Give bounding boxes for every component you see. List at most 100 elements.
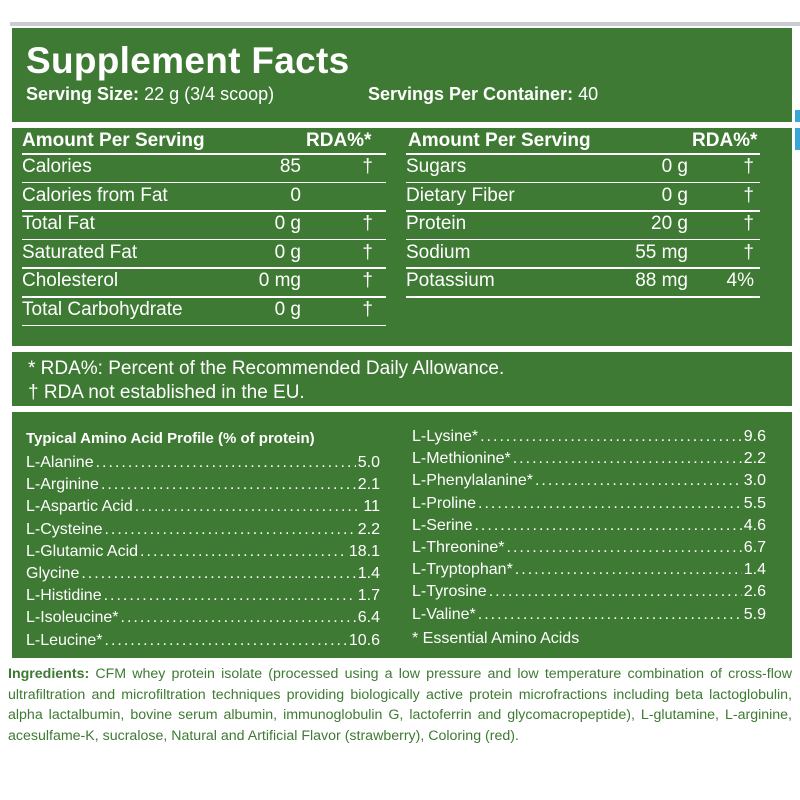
row-divider	[406, 238, 760, 241]
amino-acid-name: L-Phenylalanine*	[412, 472, 533, 490]
nutrient-name: Calories	[22, 156, 92, 177]
amino-acid-row: L-Phenylalanine*........................…	[412, 472, 766, 490]
amino-heading: Typical Amino Acid Profile (% of protein…	[26, 430, 315, 447]
amino-acid-name: L-Valine*	[412, 605, 476, 623]
leader-dots: ........................................…	[103, 587, 356, 605]
amino-acid-value: 1.4	[357, 565, 380, 582]
leader-dots: ........................................…	[506, 539, 742, 556]
amino-acid-value: 2.2	[357, 520, 380, 538]
nutrient-name: Protein	[406, 213, 467, 235]
row-divider	[22, 153, 386, 155]
amino-acid-row: L-Aspartic Acid.........................…	[26, 498, 380, 516]
nutrient-rda: †	[743, 241, 754, 263]
leader-dots: ........................................…	[477, 605, 742, 623]
leader-dots: ........................................…	[81, 565, 356, 582]
ingredients-label: Ingredients:	[8, 666, 90, 682]
amino-acid-name: L-Aspartic Acid	[26, 498, 133, 516]
serving-size-value: 22 g (3/4 scoop)	[144, 84, 275, 104]
serving-size-label: Serving Size:	[26, 84, 140, 104]
row-divider	[22, 296, 386, 298]
leader-dots: ........................................…	[95, 454, 356, 471]
amino-acid-name: L-Arginine	[26, 476, 99, 494]
nutrient-name: Cholesterol	[22, 270, 119, 292]
amino-acid-value: 2.6	[743, 583, 766, 601]
amino-acid-row: L-Threonine*............................…	[412, 539, 766, 557]
amino-acid-name: L-Isoleucine*	[26, 609, 119, 627]
amino-acid-name: L-Serine	[412, 516, 473, 534]
amino-acid-row: L-Tryptophan*...........................…	[412, 561, 766, 579]
nutrient-amount: 85	[279, 156, 301, 177]
amino-acid-row: L-Methionine*...........................…	[412, 450, 766, 468]
amino-acid-row: L-Alanine...............................…	[26, 454, 380, 472]
row-divider	[406, 267, 760, 269]
amino-acid-value: 18.1	[348, 542, 380, 560]
leader-dots: ........................................…	[474, 516, 741, 534]
leader-dots: ........................................…	[534, 472, 742, 490]
amino-acid-name: L-Histidine	[26, 587, 102, 605]
amino-acid-value: 1.4	[743, 561, 766, 579]
serving-size: Serving Size: 22 g (3/4 scoop)	[26, 84, 274, 105]
nutrient-name: Saturated Fat	[22, 241, 138, 263]
row-divider	[22, 324, 386, 327]
amino-divider	[0, 406, 800, 412]
left-header-amount: Amount Per Serving	[22, 130, 205, 151]
amino-acid-value: 6.7	[743, 539, 766, 556]
frame-line	[10, 22, 800, 26]
nutrient-amount: 0	[290, 184, 301, 206]
amino-acid-row: L-Glutamic Acid.........................…	[26, 543, 380, 561]
nutrient-rda: †	[362, 156, 373, 177]
servings-per-container-label: Servings Per Container:	[368, 84, 574, 104]
amino-acid-value: 10.6	[348, 631, 380, 649]
nutrient-rda: †	[743, 156, 754, 177]
nutrient-amount: 20 g	[651, 213, 688, 235]
amino-acid-row: L-Arginine..............................…	[26, 476, 380, 494]
nutrient-name: Dietary Fiber	[406, 184, 515, 206]
panel-title: Supplement Facts	[26, 40, 350, 81]
amino-acid-name: L-Cysteine	[26, 520, 103, 538]
leader-dots: ........................................…	[140, 542, 347, 560]
amino-acid-name: L-Lysine*	[412, 428, 479, 445]
amino-acid-value: 9.6	[743, 428, 766, 445]
rda-not-established-note: † RDA not established in the EU.	[28, 382, 305, 403]
nutrient-amount: 0 g	[274, 213, 301, 235]
leader-dots: ........................................…	[488, 583, 742, 601]
amino-acid-name: L-Threonine*	[412, 539, 505, 556]
amino-acid-name: Glycine	[26, 565, 80, 582]
amino-acid-name: L-Leucine*	[26, 631, 103, 649]
amino-acid-row: L-Leucine*..............................…	[26, 632, 380, 650]
amino-acid-value: 11	[363, 498, 380, 516]
amino-acid-row: L-Valine*...............................…	[412, 606, 766, 624]
amino-acid-row: Glycine.................................…	[26, 565, 380, 583]
notes-divider	[0, 346, 800, 352]
leader-dots: ........................................…	[478, 494, 742, 512]
row-divider	[406, 296, 760, 298]
amino-acid-value: 4.6	[743, 516, 766, 534]
row-divider	[22, 181, 386, 184]
amino-acid-name: L-Alanine	[26, 454, 94, 471]
amino-acid-name: L-Proline	[412, 494, 477, 512]
row-divider	[406, 181, 760, 184]
amino-acid-row: L-Lysine*...............................…	[412, 428, 766, 446]
nutrient-name: Calories from Fat	[22, 184, 168, 206]
nutrient-name: Potassium	[406, 270, 495, 292]
nutrient-amount: 88 mg	[635, 270, 688, 292]
servings-per-container-value: 40	[578, 84, 599, 104]
amino-acid-profile: Typical Amino Acid Profile (% of protein…	[12, 420, 792, 658]
nutrient-name: Sodium	[406, 241, 471, 263]
header-divider	[0, 122, 800, 128]
nutrient-amount: 0 g	[661, 184, 688, 206]
amino-acid-name: L-Glutamic Acid	[26, 542, 139, 560]
row-divider	[406, 210, 760, 212]
leader-dots: ........................................…	[120, 609, 356, 627]
right-header-amount: Amount Per Serving	[408, 130, 591, 151]
nutrient-rda: †	[362, 213, 373, 235]
nutrient-name: Total Carbohydrate	[22, 299, 183, 320]
nutrient-rda: †	[362, 270, 373, 292]
left-header-rda: RDA%*	[306, 130, 372, 151]
blue-accent-strip	[795, 110, 800, 150]
row-divider	[406, 153, 760, 155]
amino-acid-value: 5.5	[743, 494, 766, 512]
amino-acid-name: L-Methionine*	[412, 450, 511, 468]
amino-acid-row: L-Cysteine..............................…	[26, 521, 380, 539]
